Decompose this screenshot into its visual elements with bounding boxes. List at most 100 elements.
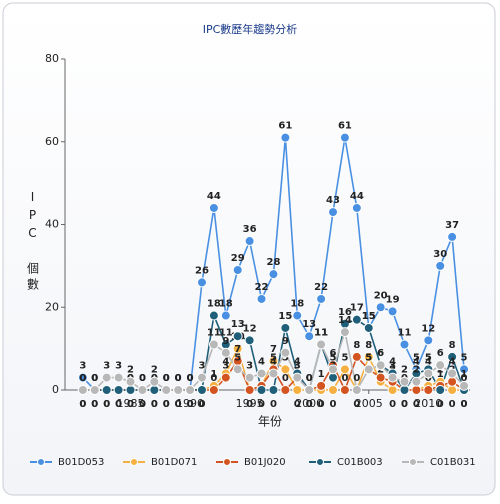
- data-point: [411, 376, 422, 387]
- data-label: 5: [413, 352, 420, 363]
- data-label: 43: [326, 195, 340, 206]
- data-label: 1: [210, 369, 217, 380]
- data-label: 0: [163, 373, 170, 384]
- data-point: [77, 385, 88, 395]
- data-point: [280, 364, 291, 375]
- data-point: [387, 372, 398, 383]
- data-point: [423, 385, 434, 395]
- data-label: 0: [79, 373, 86, 384]
- data-point: [328, 207, 339, 218]
- data-label: 0: [341, 373, 348, 384]
- x-tick-label: 1990: [176, 397, 204, 410]
- data-label: 29: [231, 253, 245, 264]
- y-tick-label: 0: [52, 383, 59, 396]
- data-label: 0: [151, 399, 158, 410]
- data-label: 44: [207, 191, 221, 202]
- data-point: [208, 202, 219, 213]
- data-label: 0: [353, 399, 360, 410]
- data-point: [292, 310, 303, 321]
- data-label: 6: [330, 348, 337, 359]
- data-point: [363, 351, 374, 362]
- data-point: [351, 385, 362, 395]
- legend-label: C01B003: [337, 457, 383, 468]
- data-point: [256, 368, 267, 379]
- data-label: 12: [243, 323, 257, 334]
- data-label: 3: [115, 361, 122, 372]
- data-label: 2: [413, 365, 420, 376]
- data-label: 0: [294, 399, 301, 410]
- data-label: 0: [163, 373, 170, 384]
- data-point: [232, 265, 243, 276]
- data-label: 0: [79, 399, 86, 410]
- data-point: [137, 385, 148, 395]
- data-label: 13: [302, 319, 316, 330]
- data-point: [363, 322, 374, 333]
- data-label: 0: [258, 399, 265, 410]
- data-point: [280, 132, 291, 143]
- data-point: [435, 385, 446, 395]
- data-point: [268, 368, 279, 379]
- data-point: [244, 236, 255, 247]
- data-point: [280, 322, 291, 333]
- data-label: 14: [338, 315, 352, 326]
- data-label: 11: [398, 327, 412, 338]
- data-label: 44: [350, 191, 364, 202]
- data-point: [399, 385, 410, 395]
- data-label: 0: [91, 399, 98, 410]
- data-point: [208, 385, 219, 395]
- data-label: 22: [314, 282, 328, 293]
- data-label: 0: [210, 373, 217, 384]
- data-label: 4: [258, 356, 265, 367]
- data-label: 16: [338, 307, 352, 318]
- data-label: 0: [461, 373, 468, 384]
- data-point: [399, 339, 410, 350]
- data-label: 5: [341, 352, 348, 363]
- data-point: [149, 385, 160, 395]
- data-point: [101, 385, 112, 395]
- data-label: 0: [163, 399, 170, 410]
- data-label: 0: [413, 399, 420, 410]
- data-label: 5: [425, 352, 432, 363]
- legend-marker: [409, 458, 417, 466]
- data-point: [244, 385, 255, 395]
- data-point: [447, 385, 458, 395]
- legend-label: B01D053: [58, 457, 104, 468]
- data-point: [304, 331, 315, 342]
- legend-marker: [37, 458, 45, 466]
- data-label: 28: [266, 257, 280, 268]
- data-point: [328, 372, 339, 383]
- data-point: [292, 372, 303, 383]
- data-point: [161, 385, 172, 395]
- data-label: 8: [449, 340, 456, 351]
- data-point: [196, 385, 207, 395]
- data-label: 18: [219, 299, 233, 310]
- data-point: [339, 327, 350, 338]
- data-label: 0: [91, 373, 98, 384]
- data-label: 0: [187, 399, 194, 410]
- data-point: [220, 310, 231, 321]
- data-label: 9: [222, 336, 229, 347]
- data-point: [423, 368, 434, 379]
- y-tick-label: 20: [45, 300, 59, 313]
- data-label: 0: [306, 399, 313, 410]
- data-label: 4: [270, 356, 277, 367]
- data-point: [316, 380, 327, 391]
- data-label: 0: [461, 399, 468, 410]
- data-label: 7: [270, 344, 277, 355]
- data-label: 0: [187, 399, 194, 410]
- data-label: 0: [270, 399, 277, 410]
- data-point: [185, 385, 196, 395]
- data-point: [351, 351, 362, 362]
- data-point: [375, 360, 386, 371]
- panel: [2, 2, 496, 496]
- data-point: [280, 347, 291, 358]
- data-label: 2: [127, 365, 134, 376]
- data-point: [149, 376, 160, 387]
- data-label: 0: [163, 399, 170, 410]
- data-point: [220, 347, 231, 358]
- data-point: [232, 331, 243, 342]
- x-tick-label: 1985: [117, 397, 145, 410]
- data-point: [125, 376, 136, 387]
- data-point: [339, 385, 350, 395]
- data-point: [435, 260, 446, 271]
